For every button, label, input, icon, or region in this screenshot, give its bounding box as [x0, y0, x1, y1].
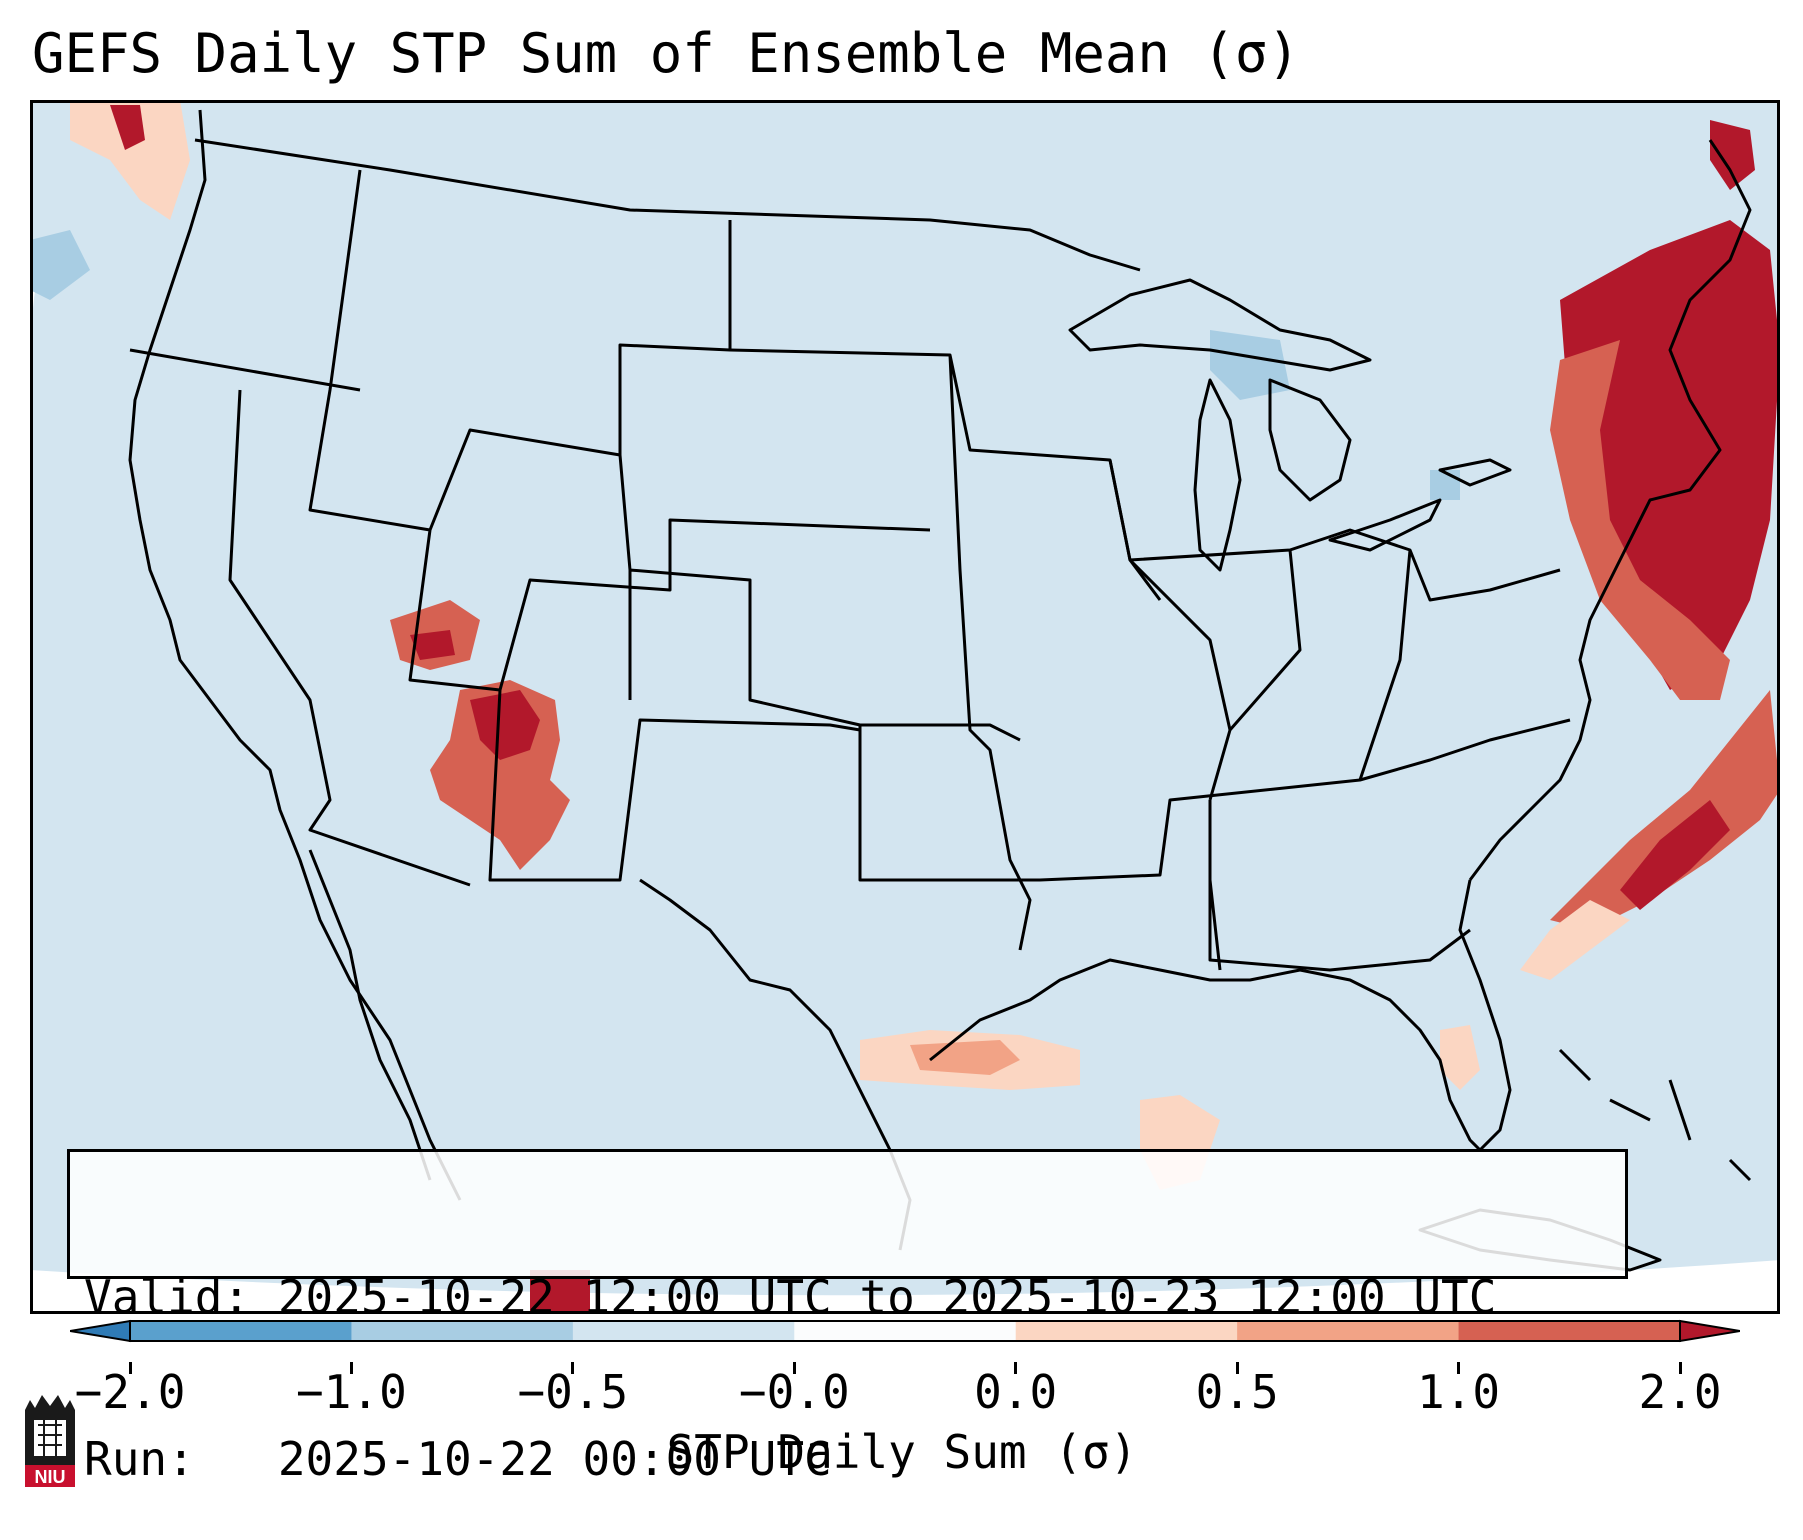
- state-borders-east: [1108, 459, 1561, 972]
- colorbar-tick: [1014, 1362, 1018, 1374]
- valid-time-text: Valid: 2025-10-22 12:00 UTC to 2025-10-2…: [84, 1270, 1497, 1324]
- colorbar-tick-label: 1.0: [1417, 1365, 1501, 1419]
- bahamas: [1558, 1048, 1752, 1182]
- map-title: GEFS Daily STP Sum of Ensemble Mean (σ): [32, 22, 1300, 85]
- stp-area-pacific-nw: [70, 100, 190, 220]
- colorbar-tick-label: −2.0: [74, 1365, 186, 1419]
- colorbar-tick: [1235, 1362, 1239, 1374]
- colorbar-bin: [1458, 1321, 1681, 1341]
- stp-area-atlantic-streak: [1550, 690, 1780, 930]
- colorbar-bin: [794, 1321, 1017, 1341]
- colorbar: [70, 1319, 1740, 1343]
- lake-michigan: [1193, 378, 1242, 572]
- baja-peninsula: [308, 849, 432, 1181]
- colorbar-extend-high: [1679, 1319, 1740, 1343]
- west-coastline: [128, 109, 462, 1201]
- state-borders-central: [618, 348, 1571, 951]
- stp-area-atlantic-fringe: [1520, 900, 1630, 980]
- map-background: [30, 100, 1780, 1314]
- svg-text:NIU: NIU: [35, 1467, 66, 1487]
- stp-area-pennsylvania: [1430, 470, 1460, 500]
- colorbar-bin: [1015, 1321, 1238, 1341]
- colorbar-tick-label: 2.0: [1638, 1365, 1722, 1419]
- stp-area-mexico-south: [530, 1270, 590, 1314]
- colorbar-tick: [1678, 1362, 1682, 1374]
- colorbar-tick: [349, 1362, 353, 1374]
- colorbar-tick: [1457, 1362, 1461, 1374]
- niu-logo: NIU: [25, 1395, 75, 1487]
- colorbar-tick-label: −0.5: [517, 1365, 629, 1419]
- colorbar-extend-low: [70, 1319, 131, 1343]
- colorbar-bin: [130, 1321, 352, 1341]
- stp-area-four-corners-core: [470, 690, 540, 760]
- colorbar-tick: [792, 1362, 796, 1374]
- colorbar-title: STP Daily Sum (σ): [666, 1425, 1138, 1479]
- stp-area-gulf-core: [910, 1040, 1020, 1075]
- stp-area-atlantic-core: [1620, 800, 1730, 910]
- run-time-text: Run: 2025-10-22 00:00 UTC: [84, 1432, 832, 1486]
- validity-info-box: Valid: 2025-10-22 12:00 UTC to 2025-10-2…: [67, 1149, 1628, 1486]
- stp-area-pacific-nw-core: [110, 105, 145, 150]
- lake-huron: [1268, 378, 1352, 502]
- stp-area-northeast-edge: [1550, 340, 1730, 700]
- colorbar-tick-label: −0.0: [738, 1365, 850, 1419]
- colorbar-bin: [1237, 1321, 1460, 1341]
- lake-erie: [1328, 498, 1442, 552]
- state-borders-west: [129, 169, 931, 887]
- east-coastline: [1468, 139, 1752, 881]
- colorbar-tick: [128, 1362, 132, 1374]
- colorbar-bin: [572, 1321, 795, 1341]
- stp-area-gulf-of-maine: [1710, 120, 1755, 190]
- colorbar-tick-label: 0.0: [974, 1365, 1058, 1419]
- canada-border: [194, 138, 1141, 272]
- stp-area-pacific-west: [30, 230, 90, 300]
- lake-superior: [1068, 278, 1372, 372]
- colorbar-tick-label: 0.5: [1195, 1365, 1279, 1419]
- colorbar-bin: [351, 1321, 574, 1341]
- colorbar-tick-label: −1.0: [296, 1365, 407, 1419]
- lake-ontario: [1438, 458, 1512, 487]
- colorbar-tick: [571, 1362, 575, 1374]
- stp-area-utah-core: [410, 630, 455, 660]
- stp-area-florida: [1440, 1025, 1480, 1090]
- colorbar-outline: [129, 1320, 1681, 1342]
- map-border: [30, 100, 1780, 1314]
- map-panel: [30, 100, 1780, 1314]
